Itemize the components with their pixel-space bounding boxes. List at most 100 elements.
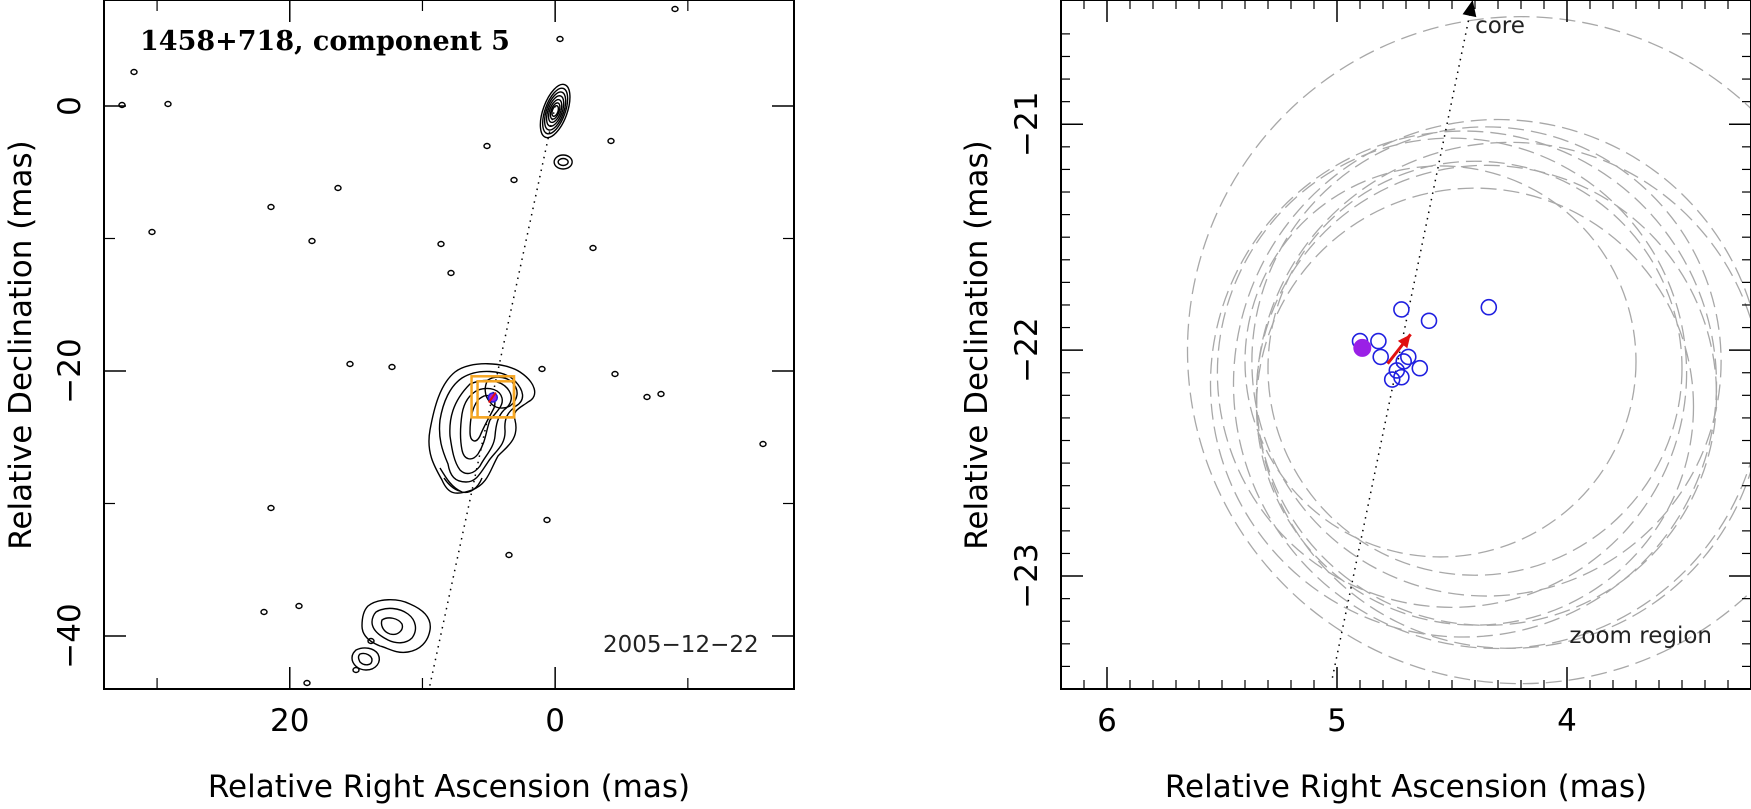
component-contour (439, 467, 483, 494)
component-contour (459, 387, 504, 460)
component-motion-arrow (487, 391, 497, 404)
uncertainty-circle (1186, 16, 1751, 685)
uncertainty-circle (1267, 160, 1683, 576)
noise-contour (308, 237, 316, 245)
right-ytick-label: −23 (1009, 543, 1045, 608)
left-panel: 20 0 0 −20 −40 1458+718, component 5 2005−12… (3, 0, 795, 805)
left-xtick-label: 0 (545, 703, 565, 739)
inner-knot-contour (553, 154, 573, 170)
right-panel: 6 5 4 −21 −22 −23 core zoom region Relative R… (959, 0, 1751, 805)
left-frame (103, 0, 795, 690)
left-contours (118, 5, 767, 687)
noise-contour (367, 637, 375, 645)
core-direction-arrowhead (1462, 0, 1477, 18)
noise-contour (352, 666, 360, 674)
right-y-axis-label: Relative Declination (mas) (959, 140, 995, 550)
noise-contour (483, 142, 491, 150)
noise-contour (643, 393, 651, 401)
core-contour (545, 95, 565, 127)
core-label: core (1475, 13, 1525, 39)
component-contour (443, 477, 461, 492)
left-xtick-label: 20 (270, 703, 309, 739)
uncertainty-circle (1216, 137, 1688, 608)
open-marker (1372, 348, 1389, 366)
noise-contour (657, 390, 665, 398)
left-ytick-label: −20 (52, 338, 88, 403)
noise-contour (589, 244, 597, 252)
right-xtick-label: 4 (1557, 703, 1577, 739)
uncertainty-circle (1244, 165, 1637, 558)
core-contour (543, 91, 567, 131)
core-contour (547, 98, 563, 124)
open-marker (1411, 359, 1429, 377)
southern-contour (357, 652, 373, 666)
core-contour (549, 102, 561, 120)
southern-contour (380, 617, 404, 636)
motion-arrow-head (1397, 334, 1411, 349)
southern-contour (361, 599, 431, 654)
open-marker (1393, 368, 1410, 386)
open-marker (1395, 353, 1412, 370)
zoom-window-box-inner (476, 380, 516, 419)
component-contour (484, 376, 518, 409)
uncertainty-circle (1255, 187, 1695, 626)
noise-contour (130, 68, 138, 76)
left-ytick-label: −40 (52, 603, 88, 668)
uncertainty-circle (1255, 164, 1718, 626)
right-ytick-label: −22 (1009, 317, 1045, 382)
right-uncertainty-circles (1186, 16, 1751, 685)
open-marker (1383, 371, 1401, 388)
noise-contour (543, 516, 551, 524)
open-marker (1400, 348, 1417, 366)
noise-contour (611, 370, 619, 378)
noise-contour (148, 228, 156, 236)
component-contour (438, 370, 524, 483)
southern-contour (371, 607, 417, 644)
right-ytick-label: −21 (1009, 92, 1045, 157)
component-contour (449, 379, 512, 475)
left-x-axis-label: Relative Right Ascension (mas) (208, 769, 690, 805)
noise-contour (267, 504, 275, 512)
noise-contour (538, 365, 546, 373)
uncertainty-circle (1255, 141, 1751, 649)
noise-contour (303, 679, 311, 687)
open-marker (1480, 298, 1498, 316)
noise-contour (267, 203, 275, 211)
noise-contour (295, 602, 303, 610)
right-xtick-label: 6 (1097, 703, 1117, 739)
right-x-axis-label: Relative Right Ascension (mas) (1165, 769, 1647, 805)
uncertainty-circle (1232, 118, 1751, 650)
noise-contour (510, 176, 518, 184)
noise-contour (437, 240, 445, 248)
noise-contour (759, 440, 767, 448)
noise-contour (607, 137, 615, 145)
core-contour (541, 87, 569, 135)
open-marker (1370, 332, 1387, 350)
filled-marker (1353, 338, 1372, 357)
left-y-axis-label: Relative Declination (mas) (3, 140, 39, 550)
noise-contour (447, 269, 455, 277)
component-contour (428, 363, 536, 494)
noise-contour (334, 184, 342, 192)
noise-contour (164, 100, 172, 108)
zoom-region-label: zoom region (1569, 623, 1712, 649)
left-date-label: 2005−12−22 (603, 632, 759, 658)
right-xtick-label: 5 (1327, 703, 1347, 739)
noise-contour (260, 608, 268, 616)
southern-contour (351, 647, 380, 671)
core-contour (551, 105, 560, 117)
open-marker (1420, 312, 1438, 330)
noise-contour (556, 35, 564, 43)
noise-contour (671, 5, 679, 13)
noise-contour (388, 363, 396, 371)
uncertainty-circle (1251, 126, 1722, 597)
open-marker (1393, 301, 1410, 318)
left-title: 1458+718, component 5 (140, 26, 510, 57)
noise-contour (346, 360, 354, 368)
left-ytick-label: 0 (52, 96, 88, 116)
noise-contour (118, 101, 126, 109)
core-contours (539, 83, 571, 139)
core-contour (539, 83, 571, 139)
inner-knot-contour (557, 157, 569, 167)
